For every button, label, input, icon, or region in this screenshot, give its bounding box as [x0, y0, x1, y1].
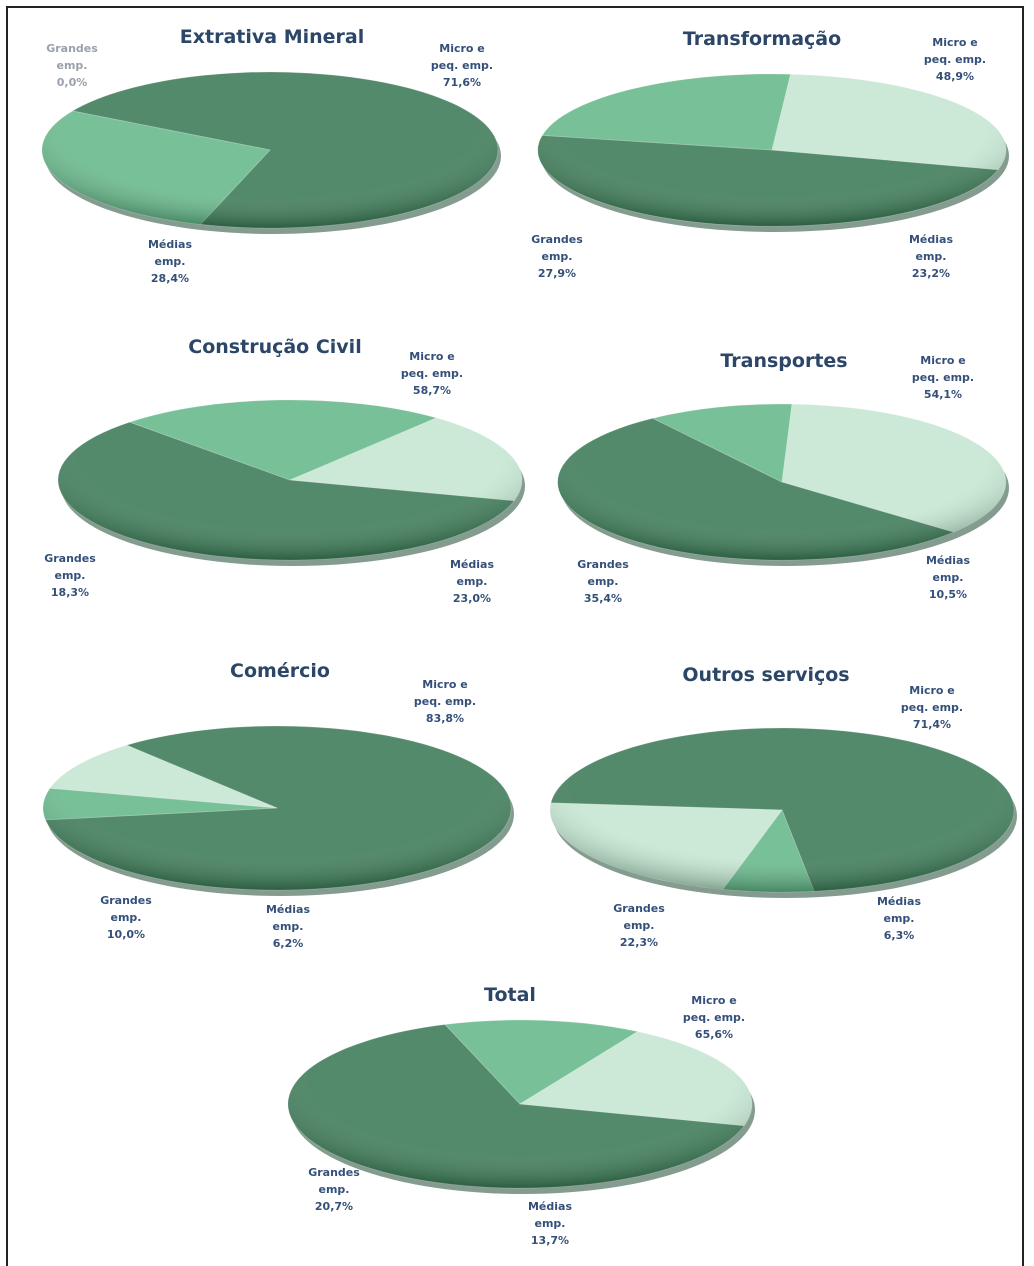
slice-label-micro: Micro e peq. emp. 54,1% — [911, 354, 975, 401]
slice-label-medias: Médias emp. 23,0% — [449, 558, 495, 605]
slice-label-medias: Médias emp. 6,2% — [265, 903, 311, 950]
slice-label-grandes: Grandes emp. 27,9% — [531, 233, 583, 280]
slice-label-micro: Micro e peq. emp. 71,6% — [430, 42, 494, 89]
slice-label-medias: Médias emp. 6,3% — [876, 895, 922, 942]
chart-title: Comércio — [230, 660, 330, 682]
slice-label-grandes: Grandes emp. 10,0% — [100, 894, 152, 941]
slice-label-micro: Micro e peq. emp. 65,6% — [682, 994, 746, 1041]
chart-title: Total — [484, 984, 536, 1006]
chart-title: Transportes — [720, 350, 848, 372]
slice-label-medias: Médias emp. 13,7% — [527, 1200, 573, 1247]
slice-label-grandes: Grandes emp. 20,7% — [308, 1166, 360, 1213]
chart-title: Transformação — [682, 28, 842, 50]
chart-title: Outros serviços — [682, 664, 850, 686]
slice-label-medias: Médias emp. 10,5% — [925, 554, 971, 601]
slice-label-grandes: Grandes emp. 22,3% — [613, 902, 665, 949]
slice-label-grandes: Grandes emp. 35,4% — [577, 558, 629, 605]
slice-label-grandes: Grandes emp. 18,3% — [44, 552, 96, 599]
slice-label-micro: Micro e peq. emp. 48,9% — [923, 36, 987, 83]
figure-frame — [6, 6, 1024, 1266]
slice-label-grandes: Grandes emp. 0,0% — [46, 42, 98, 89]
slice-label-micro: Micro e peq. emp. 71,4% — [900, 684, 964, 731]
slice-label-micro: Micro e peq. emp. 83,8% — [413, 678, 477, 725]
chart-title: Construção Civil — [188, 336, 362, 358]
chart-title: Extrativa Mineral — [179, 26, 365, 48]
slice-label-medias: Médias emp. 28,4% — [147, 238, 193, 285]
slice-label-micro: Micro e peq. emp. 58,7% — [400, 350, 464, 397]
slice-label-medias: Médias emp. 23,2% — [908, 233, 954, 280]
